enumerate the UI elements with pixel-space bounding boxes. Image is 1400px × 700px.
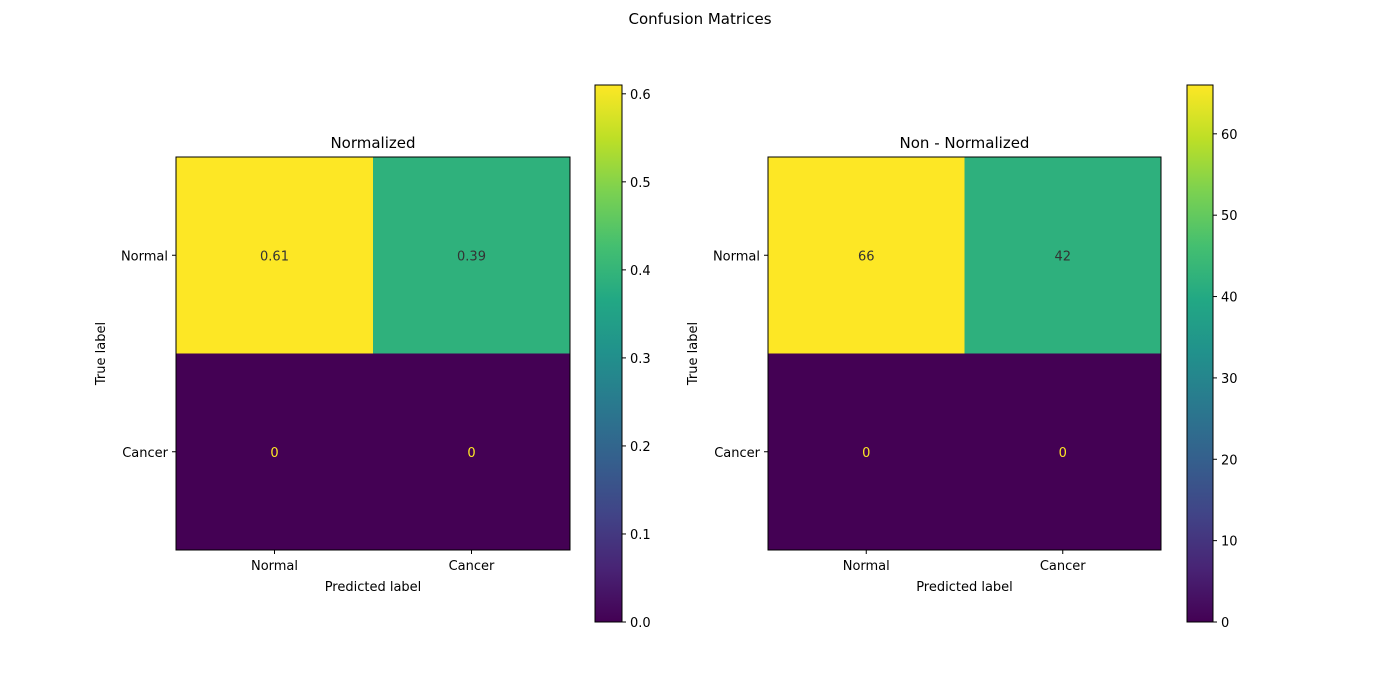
y-axis-label: True label — [686, 322, 701, 386]
colorbar-tick-label: 60 — [1221, 128, 1238, 143]
colorbar-tick-label: 50 — [1221, 209, 1238, 224]
cell-0-0 — [768, 157, 965, 354]
cell-label-0-1: 42 — [1054, 249, 1071, 264]
colorbar-gradient — [594, 84, 623, 623]
cell-0-1 — [964, 157, 1161, 354]
x-tick-label: Normal — [251, 559, 298, 574]
colorbar-gradient — [1186, 84, 1214, 623]
colorbar: 0 10 20 30 40 50 60 — [1186, 84, 1238, 631]
colorbar-tick-label: 0.5 — [630, 176, 651, 191]
cell-label-1-1: 0 — [467, 446, 475, 461]
cell-1-1 — [964, 353, 1161, 550]
colorbar-tick-label: 0.4 — [630, 264, 651, 279]
cell-label-1-0: 0 — [270, 446, 278, 461]
figure-title: Confusion Matrices — [628, 10, 772, 28]
y-tick-label: Cancer — [714, 446, 760, 461]
x-tick-label: Cancer — [1040, 559, 1086, 574]
x-axis-label: Predicted label — [916, 580, 1013, 595]
x-tick-label: Normal — [843, 559, 890, 574]
colorbar-tick-label: 0.3 — [630, 352, 651, 367]
colorbar-tick-label: 0.0 — [630, 616, 651, 631]
colorbar-tick-label: 40 — [1221, 291, 1238, 306]
cell-label-1-1: 0 — [1059, 446, 1067, 461]
cell-1-0 — [176, 353, 373, 550]
colorbar-tick-label: 0.2 — [630, 440, 651, 455]
colorbar-tick-label: 0 — [1221, 616, 1229, 631]
cell-label-1-0: 0 — [862, 446, 870, 461]
colorbar-tick-label: 30 — [1221, 372, 1238, 387]
colorbar-tick-label: 0.6 — [630, 88, 651, 103]
cell-1-1 — [373, 353, 570, 550]
cell-1-0 — [768, 353, 965, 550]
y-tick-label: Normal — [713, 249, 760, 264]
x-tick-label: Cancer — [449, 559, 495, 574]
colorbar-tick-label: 10 — [1221, 535, 1238, 550]
cell-label-0-0: 0.61 — [260, 249, 289, 264]
panel-title: Normalized — [330, 134, 415, 152]
axes-frame — [767, 156, 1162, 551]
cell-label-0-1: 0.39 — [457, 249, 486, 264]
cell-0-1 — [373, 157, 570, 354]
panel-0: 0.61 0.39 0 0 Normalized Normal Cancer Normal Ca… — [94, 84, 651, 631]
axes-frame — [175, 156, 571, 551]
x-axis-label: Predicted label — [325, 580, 422, 595]
cell-0-0 — [176, 157, 373, 354]
cell-label-0-0: 66 — [858, 249, 875, 264]
colorbar-tick-label: 20 — [1221, 453, 1238, 468]
colorbar-tick-label: 0.1 — [630, 528, 651, 543]
y-axis-label: True label — [94, 322, 109, 386]
panel-title: Non - Normalized — [900, 134, 1030, 152]
panel-1: 66 42 0 0 Non - Normalized Normal Cancer Normal… — [686, 84, 1238, 631]
y-tick-label: Cancer — [122, 446, 168, 461]
colorbar: 0.0 0.1 0.2 0.3 0.4 0.5 0.6 — [594, 84, 651, 631]
y-tick-label: Normal — [121, 249, 168, 264]
